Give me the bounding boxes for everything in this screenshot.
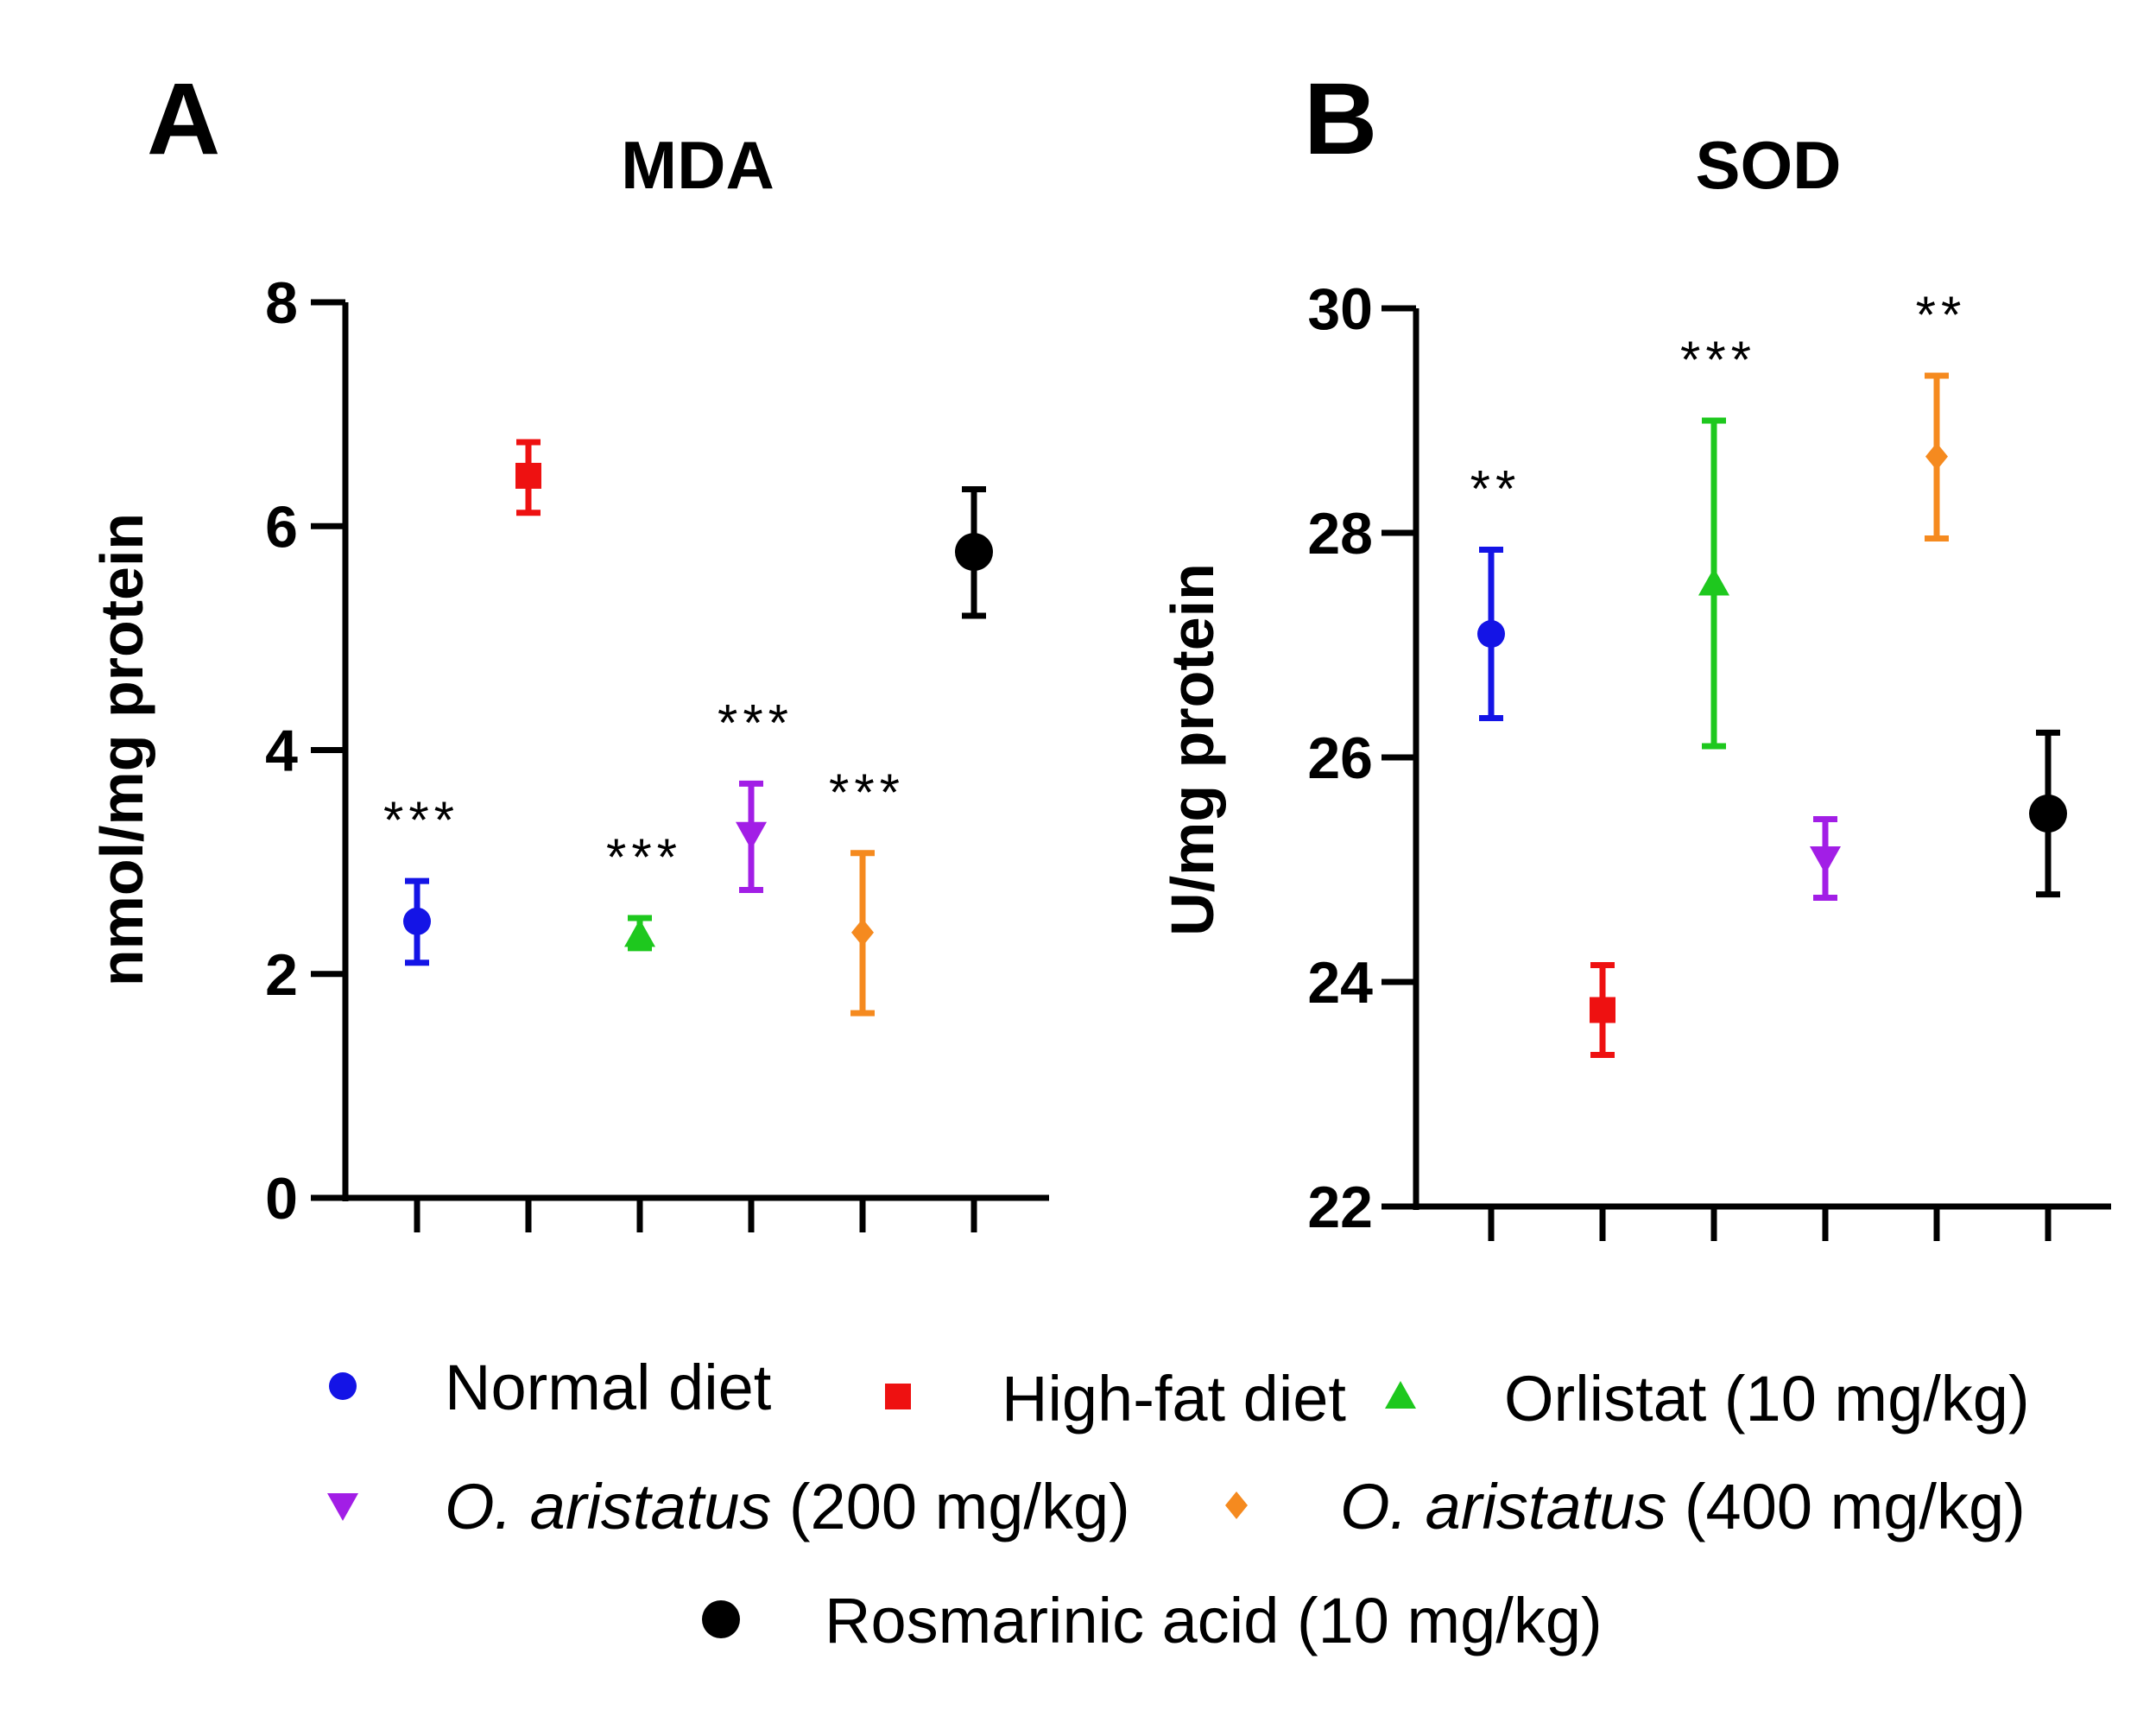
- panel-a-letter: A: [147, 62, 220, 176]
- legend-marker-o-aristatus-400-mg-kg: [1225, 1492, 1248, 1519]
- panel-a-y-tick-label: 0: [265, 1166, 298, 1232]
- panel-b-y-tick-label: 26: [1307, 725, 1373, 791]
- legend-label-normal-diet: Normal diet: [445, 1352, 772, 1423]
- legend-label-o-aristatus-400-mg-kg: O. aristatus (400 mg/kg): [1340, 1471, 2026, 1542]
- panel-a-point-5: [955, 533, 993, 572]
- panel-b-significance-2: ***: [1680, 331, 1756, 389]
- panel-b-significance-0: **: [1470, 460, 1521, 518]
- panel-b-point-5: [2029, 795, 2067, 833]
- legend-label-text: (400 mg/kg): [1666, 1471, 2025, 1542]
- panel-b-point-3: [1810, 846, 1841, 874]
- legend-label-orlistat-10-mg-kg: Orlistat (10 mg/kg): [1504, 1363, 2030, 1434]
- legend-marker-rosmarinic-acid-10-mg-kg: [702, 1600, 740, 1638]
- panel-a-y-tick-label: 2: [265, 942, 298, 1008]
- legend-marker-normal-diet: [329, 1372, 357, 1400]
- panel-b-significance-4: **: [1916, 286, 1967, 344]
- legend-label-text: (200 mg/kg): [771, 1471, 1129, 1542]
- panel-a-point-4: [851, 918, 874, 947]
- panel-a-point-1: [515, 462, 541, 489]
- panel-a-point-2: [624, 919, 655, 947]
- panel-b-title: SOD: [1695, 127, 1841, 203]
- panel-a-point-0: [403, 907, 431, 935]
- panel-b-y-tick-label: 28: [1307, 501, 1373, 567]
- panel-a-significance-4: ***: [829, 763, 905, 821]
- panel-a-y-tick-label: 6: [265, 494, 298, 560]
- panel-b-point-1: [1590, 997, 1615, 1023]
- legend-label-text: Orlistat (10 mg/kg): [1504, 1363, 2030, 1434]
- panel-a-significance-0: ***: [383, 791, 459, 849]
- panel-a-y-axis-label: nmol/mg protein: [88, 513, 155, 986]
- panel-b-y-tick-label: 24: [1307, 950, 1373, 1016]
- panel-b-y-tick-label: 30: [1307, 276, 1373, 342]
- panel-a-y-tick-label: 8: [265, 270, 298, 336]
- panel-a-y-tick-label: 4: [265, 719, 298, 784]
- panel-b-y-axis-label: U/mg protein: [1159, 563, 1226, 936]
- legend-label-high-fat-diet: High-fat diet: [1002, 1363, 1346, 1434]
- legend-label-italic: O. aristatus: [445, 1471, 771, 1542]
- panel-a-significance-3: ***: [718, 694, 793, 751]
- panel-b-letter: B: [1304, 62, 1377, 176]
- legend-label-rosmarinic-acid-10-mg-kg: Rosmarinic acid (10 mg/kg): [825, 1585, 1603, 1656]
- panel-b-point-2: [1698, 567, 1729, 596]
- legend-label-text: Normal diet: [445, 1352, 772, 1423]
- panel-b-y-tick-label: 22: [1307, 1175, 1373, 1240]
- legend-label-text: Rosmarinic acid (10 mg/kg): [825, 1585, 1603, 1656]
- legend-marker-orlistat-10-mg-kg: [1385, 1381, 1416, 1409]
- legend-label-text: High-fat diet: [1002, 1363, 1346, 1434]
- legend-marker-high-fat-diet: [885, 1384, 911, 1409]
- legend-label-italic: O. aristatus: [1340, 1471, 1666, 1542]
- legend-marker-o-aristatus-200-mg-kg: [327, 1493, 358, 1521]
- legend-label-o-aristatus-200-mg-kg: O. aristatus (200 mg/kg): [445, 1471, 1130, 1542]
- panel-a-significance-2: ***: [606, 828, 682, 886]
- panel-a-title: MDA: [621, 127, 775, 203]
- panel-b-point-0: [1477, 620, 1505, 648]
- panel-a-point-3: [736, 821, 767, 850]
- panel-b-point-4: [1925, 442, 1948, 471]
